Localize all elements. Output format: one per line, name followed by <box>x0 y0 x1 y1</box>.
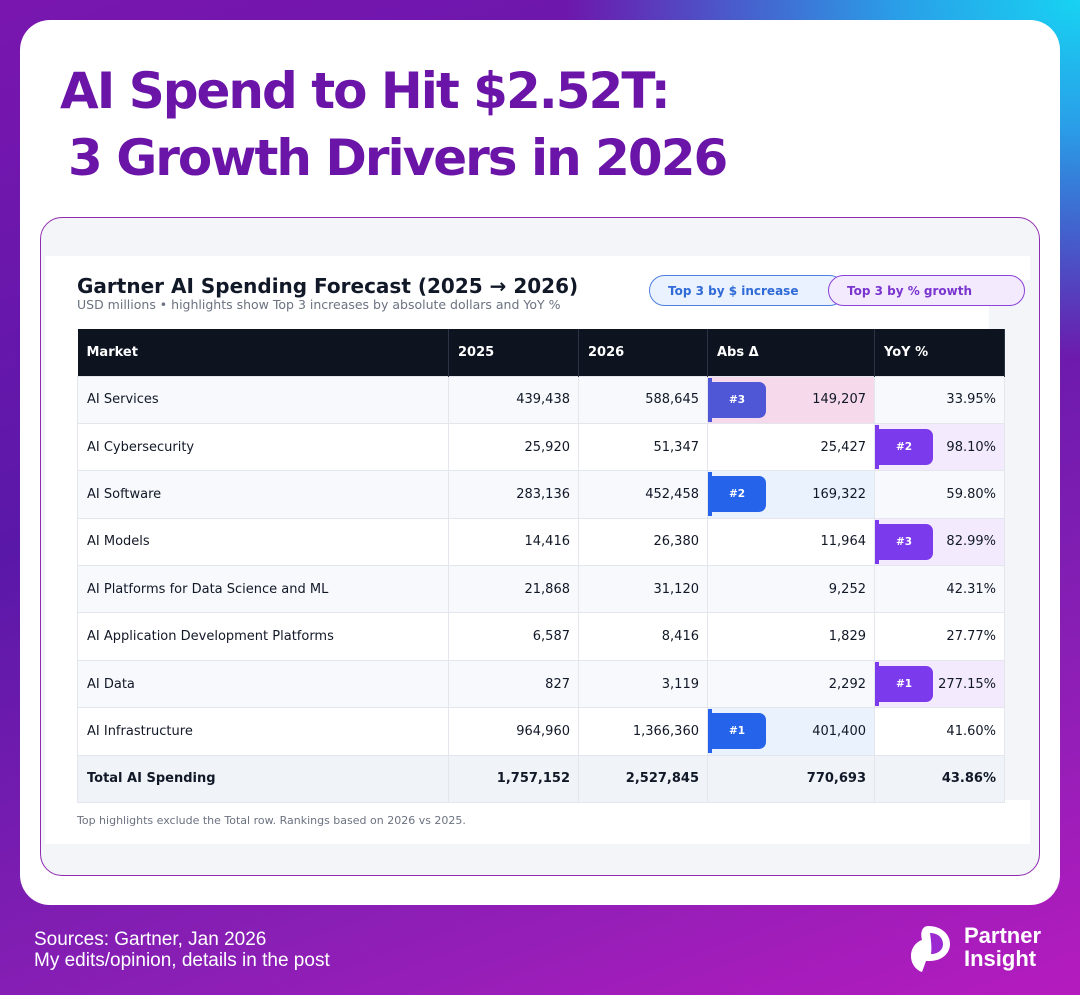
yoy-cell: #3 82.99% <box>874 517 1005 567</box>
total-2026-cell: 2,527,845 <box>578 754 708 804</box>
rank-badge: #3 <box>875 519 933 564</box>
table-subtitle: USD millions • highlights show Top 3 inc… <box>77 297 561 312</box>
title-line-2: 3 Growth Drivers in 2026 <box>68 129 728 187</box>
table-row: AI Models 14,416 26,380 11,964 #3 82.99% <box>77 517 1005 567</box>
rank-badge: #1 <box>708 709 766 754</box>
rank-badge: #2 <box>708 472 766 517</box>
spending-table: Market 2025 2026 Abs Δ YoY % AI Services… <box>77 329 1005 804</box>
value-2026-cell: 1,366,360 <box>578 707 708 756</box>
col-header-abs-delta: Abs Δ <box>707 329 875 376</box>
market-cell: AI Services <box>77 375 449 424</box>
table-row: AI Services 439,438 588,645 #3 149,207 3… <box>77 375 1005 424</box>
filter-pill-percent-growth[interactable]: Top 3 by % growth <box>828 275 1025 306</box>
yoy-cell: #1 277.15% <box>874 659 1005 709</box>
total-2025-cell: 1,757,152 <box>448 754 579 804</box>
value-2026-cell: 31,120 <box>578 565 708 614</box>
brand-name: Partner Insight <box>964 924 1041 970</box>
yoy-value: 98.10% <box>946 439 996 455</box>
market-cell: AI Application Development Platforms <box>77 612 449 661</box>
table-row: AI Cybersecurity 25,920 51,347 25,427 #2… <box>77 422 1005 472</box>
rank-badge: #3 <box>708 377 766 422</box>
market-cell: AI Data <box>77 659 449 709</box>
yoy-cell: 59.80% <box>874 470 1005 519</box>
market-cell: AI Software <box>77 470 449 519</box>
col-header-2026: 2026 <box>578 329 708 376</box>
market-cell: AI Models <box>77 517 449 567</box>
yoy-cell: 33.95% <box>874 375 1005 424</box>
filter-pill-dollar-increase[interactable]: Top 3 by $ increase <box>649 275 845 306</box>
value-2025-cell: 25,920 <box>448 422 579 472</box>
abs-delta-value: 401,400 <box>812 723 866 739</box>
abs-delta-cell: #2 169,322 <box>707 470 875 519</box>
value-2026-cell: 26,380 <box>578 517 708 567</box>
page-title: AI Spend to Hit $2.52T: 3 Growth Drivers… <box>60 58 728 192</box>
abs-delta-cell: 9,252 <box>707 565 875 614</box>
title-line-1: AI Spend to Hit $2.52T: <box>60 62 671 120</box>
abs-delta-cell: 1,829 <box>707 612 875 661</box>
table-header-row: Market 2025 2026 Abs Δ YoY % <box>77 329 1005 376</box>
sources-line-2: My edits/opinion, details in the post <box>34 950 330 971</box>
value-2025-cell: 14,416 <box>448 517 579 567</box>
brand-line-1: Partner <box>964 923 1042 948</box>
brand-line-2: Insight <box>964 946 1037 971</box>
abs-delta-cell: 25,427 <box>707 422 875 472</box>
partner-insight-logo-icon <box>911 926 950 972</box>
abs-delta-cell: #1 401,400 <box>707 707 875 756</box>
value-2026-cell: 588,645 <box>578 375 708 424</box>
table-row: AI Infrastructure 964,960 1,366,360 #1 4… <box>77 707 1005 756</box>
value-2026-cell: 8,416 <box>578 612 708 661</box>
value-2025-cell: 439,438 <box>448 375 579 424</box>
rank-badge: #1 <box>875 661 933 706</box>
table-row: AI Application Development Platforms 6,5… <box>77 612 1005 661</box>
table-row: AI Software 283,136 452,458 #2 169,322 5… <box>77 470 1005 519</box>
col-header-yoy: YoY % <box>874 329 1005 376</box>
sources-note: Sources: Gartner, Jan 2026 My edits/opin… <box>34 929 330 971</box>
abs-delta-cell: 2,292 <box>707 659 875 709</box>
market-cell: AI Cybersecurity <box>77 422 449 472</box>
sources-line-1: Sources: Gartner, Jan 2026 <box>34 929 267 950</box>
table-total-row: Total AI Spending 1,757,152 2,527,845 77… <box>77 754 1005 804</box>
col-header-market: Market <box>77 329 449 376</box>
yoy-value: 277.15% <box>938 676 996 692</box>
value-2026-cell: 452,458 <box>578 470 708 519</box>
yoy-cell: 27.77% <box>874 612 1005 661</box>
yoy-cell: #2 98.10% <box>874 422 1005 472</box>
value-2025-cell: 283,136 <box>448 470 579 519</box>
value-2025-cell: 827 <box>448 659 579 709</box>
abs-delta-cell: #3 149,207 <box>707 375 875 424</box>
total-yoy-cell: 43.86% <box>874 754 1005 804</box>
value-2025-cell: 6,587 <box>448 612 579 661</box>
abs-delta-value: 149,207 <box>812 392 866 408</box>
value-2026-cell: 51,347 <box>578 422 708 472</box>
col-header-2025: 2025 <box>448 329 579 376</box>
market-cell: AI Platforms for Data Science and ML <box>77 565 449 614</box>
total-abs-delta-cell: 770,693 <box>707 754 875 804</box>
table-row: AI Data 827 3,119 2,292 #1 277.15% <box>77 659 1005 709</box>
value-2025-cell: 964,960 <box>448 707 579 756</box>
value-2026-cell: 3,119 <box>578 659 708 709</box>
table-row: AI Platforms for Data Science and ML 21,… <box>77 565 1005 614</box>
rank-badge: #2 <box>875 424 933 469</box>
yoy-cell: 42.31% <box>874 565 1005 614</box>
yoy-value: 82.99% <box>946 534 996 550</box>
abs-delta-cell: 11,964 <box>707 517 875 567</box>
total-label-cell: Total AI Spending <box>77 754 449 804</box>
yoy-cell: 41.60% <box>874 707 1005 756</box>
table-title: Gartner AI Spending Forecast (2025 → 202… <box>77 274 579 298</box>
table-footnote: Top highlights exclude the Total row. Ra… <box>77 814 466 827</box>
market-cell: AI Infrastructure <box>77 707 449 756</box>
table-panel: Gartner AI Spending Forecast (2025 → 202… <box>40 217 1040 876</box>
value-2025-cell: 21,868 <box>448 565 579 614</box>
abs-delta-value: 169,322 <box>812 486 866 502</box>
